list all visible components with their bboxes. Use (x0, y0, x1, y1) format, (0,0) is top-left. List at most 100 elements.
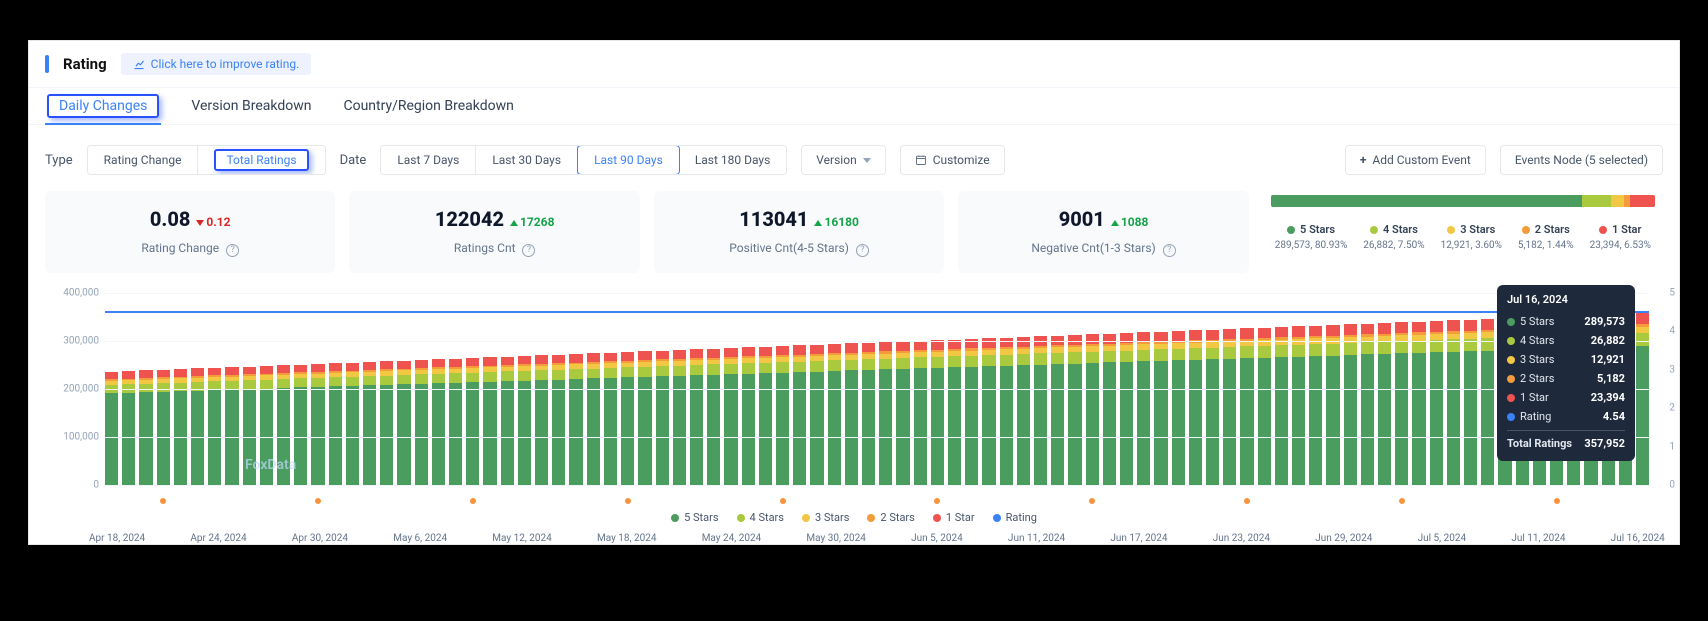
bar[interactable] (243, 366, 256, 485)
bar[interactable] (1344, 324, 1357, 485)
bar[interactable] (604, 353, 617, 485)
bar[interactable] (1000, 338, 1013, 485)
bar[interactable] (260, 366, 273, 485)
bar[interactable] (1326, 325, 1339, 485)
bar[interactable] (707, 349, 720, 485)
bar[interactable] (1223, 329, 1236, 485)
bar[interactable] (656, 351, 669, 485)
bar[interactable] (1258, 328, 1271, 485)
bar[interactable] (1103, 334, 1116, 485)
bar[interactable] (483, 357, 496, 485)
improve-rating-link[interactable]: Click here to improve rating. (121, 53, 312, 75)
bar[interactable] (1034, 336, 1047, 485)
bar[interactable] (1447, 320, 1460, 485)
customize-button[interactable]: Customize (900, 145, 1005, 175)
bar[interactable] (1154, 332, 1167, 485)
bar[interactable] (931, 340, 944, 485)
tab-version-breakdown[interactable]: Version Breakdown (189, 88, 313, 124)
event-marker[interactable] (469, 497, 477, 505)
event-marker[interactable] (159, 497, 167, 505)
bar[interactable] (1275, 327, 1288, 485)
event-marker[interactable] (1088, 497, 1096, 505)
bar[interactable] (776, 346, 789, 485)
bar[interactable] (277, 365, 290, 485)
date-option-last-days[interactable]: Last 30 Days (476, 146, 578, 174)
bar[interactable] (948, 339, 961, 485)
bar[interactable] (879, 342, 892, 485)
bar[interactable] (845, 343, 858, 485)
date-option-last-days[interactable]: Last 90 Days (577, 145, 680, 175)
event-marker[interactable] (779, 497, 787, 505)
legend-item[interactable]: 2 Stars (867, 511, 914, 524)
bar[interactable] (294, 364, 307, 485)
help-icon[interactable]: ? (226, 244, 239, 257)
bar[interactable] (225, 367, 238, 485)
bar[interactable] (139, 370, 152, 485)
bar[interactable] (1430, 321, 1443, 485)
type-option-total-ratings[interactable]: Total Ratings (198, 146, 324, 174)
tab-country-region-breakdown[interactable]: Country/Region Breakdown (341, 88, 515, 124)
event-marker[interactable] (1398, 497, 1406, 505)
bar[interactable] (363, 362, 376, 485)
bar[interactable] (621, 352, 634, 485)
bar[interactable] (191, 368, 204, 485)
bar[interactable] (1412, 322, 1425, 485)
bar[interactable] (1051, 336, 1064, 485)
bar[interactable] (1309, 326, 1322, 485)
bar[interactable] (1017, 337, 1030, 485)
bar[interactable] (914, 341, 927, 485)
legend-item[interactable]: 5 Stars (671, 511, 718, 524)
tab-daily-changes[interactable]: Daily Changes (45, 88, 161, 124)
bar[interactable] (1464, 320, 1477, 485)
bar[interactable] (466, 358, 479, 485)
bar[interactable] (552, 355, 565, 485)
event-marker[interactable] (1243, 497, 1251, 505)
events-node-dropdown[interactable]: Events Node (5 selected) (1500, 145, 1663, 175)
bar[interactable] (174, 369, 187, 485)
bar[interactable] (1481, 319, 1494, 485)
bar[interactable] (346, 363, 359, 485)
bar[interactable] (982, 338, 995, 485)
bar[interactable] (1361, 324, 1374, 485)
bar[interactable] (793, 345, 806, 485)
date-option-last-days[interactable]: Last 7 Days (381, 146, 476, 174)
event-marker[interactable] (624, 497, 632, 505)
bar[interactable] (1189, 330, 1202, 485)
bar[interactable] (1086, 334, 1099, 485)
add-custom-event-button[interactable]: + Add Custom Event (1345, 145, 1486, 175)
bar[interactable] (1120, 333, 1133, 485)
bar[interactable] (329, 363, 342, 485)
type-option-rating-change[interactable]: Rating Change (88, 146, 199, 174)
ratings-chart[interactable]: FoxData (105, 293, 1649, 503)
bar[interactable] (380, 361, 393, 485)
bar[interactable] (965, 339, 978, 485)
legend-item[interactable]: Rating (993, 511, 1037, 524)
bar[interactable] (397, 361, 410, 485)
bar[interactable] (1068, 335, 1081, 485)
legend-item[interactable]: 4 Stars (737, 511, 784, 524)
legend-item[interactable]: 1 Star (933, 511, 975, 524)
bar[interactable] (862, 343, 875, 485)
help-icon[interactable]: ? (856, 244, 869, 257)
bar[interactable] (1395, 322, 1408, 485)
bar[interactable] (311, 364, 324, 485)
bar[interactable] (896, 341, 909, 485)
bar[interactable] (724, 348, 737, 485)
bar[interactable] (1292, 326, 1305, 485)
bar[interactable] (432, 359, 445, 485)
event-marker[interactable] (933, 497, 941, 505)
bar[interactable] (157, 370, 170, 485)
bar[interactable] (415, 360, 428, 485)
bar[interactable] (535, 355, 548, 485)
legend-item[interactable]: 3 Stars (802, 511, 849, 524)
bar[interactable] (208, 368, 221, 485)
version-dropdown[interactable]: Version (801, 145, 885, 175)
bar[interactable] (569, 354, 582, 485)
event-marker[interactable] (314, 497, 322, 505)
bar[interactable] (1206, 330, 1219, 485)
bar[interactable] (1137, 332, 1150, 485)
help-icon[interactable]: ? (522, 244, 535, 257)
date-option-last-days[interactable]: Last 180 Days (679, 146, 786, 174)
event-marker[interactable] (1553, 497, 1561, 505)
bar[interactable] (501, 357, 514, 485)
